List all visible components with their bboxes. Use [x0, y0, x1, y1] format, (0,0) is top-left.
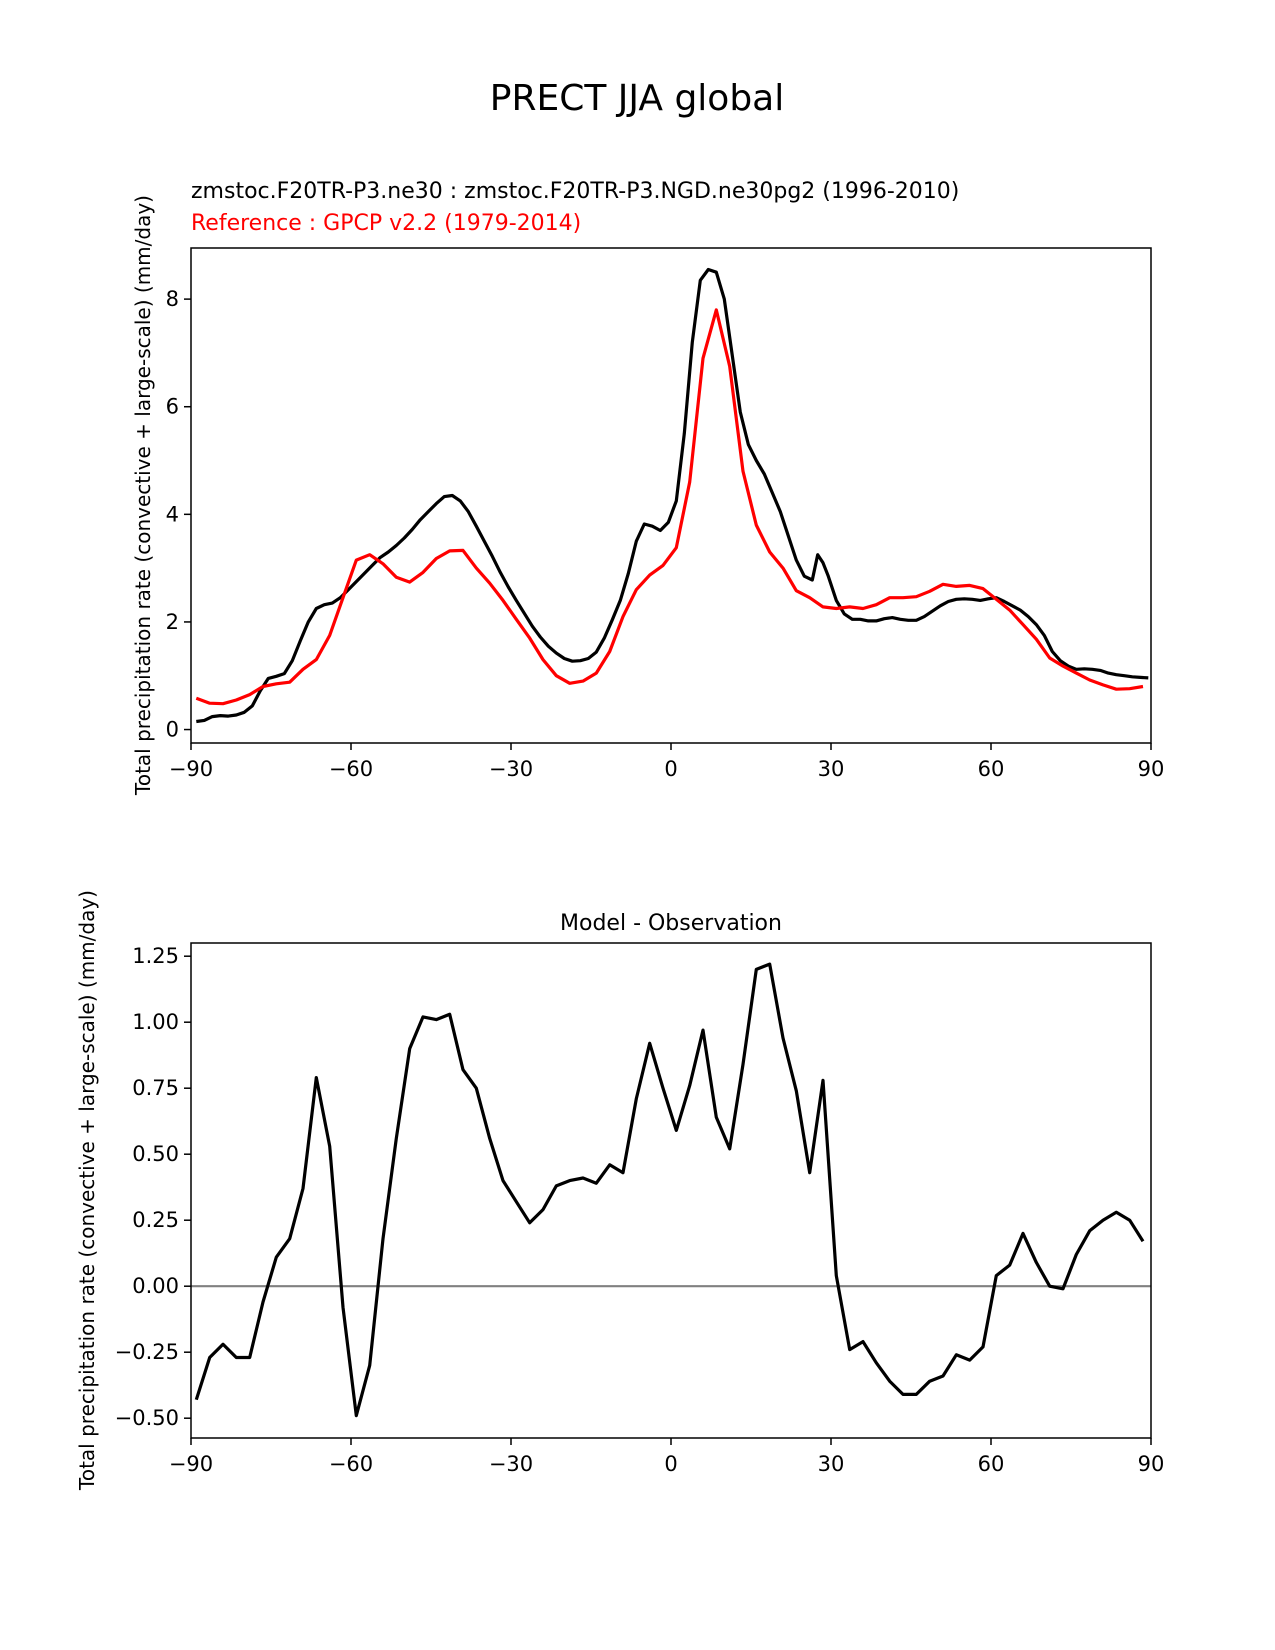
reference-title: Reference : GPCP v2.2 (1979-2014) — [191, 211, 581, 236]
y-tick-label: 0.00 — [132, 1274, 179, 1298]
figure-title: PRECT JJA global — [490, 78, 785, 119]
x-tick-label: −30 — [489, 757, 533, 781]
y-tick-label: 0.25 — [132, 1208, 179, 1232]
difference-title: Model - Observation — [560, 911, 782, 936]
x-tick-label: −90 — [169, 1452, 213, 1476]
x-tick-label: −30 — [489, 1452, 533, 1476]
axes: −90 −60 −30 0 30 60 90 0 2 4 6 8 — [166, 287, 1165, 781]
model-series-line — [194, 962, 1145, 1418]
x-tick-label: 30 — [818, 1452, 845, 1476]
axes: −90 −60 −30 0 30 60 90 −0.50 −0.25 0.00 0.25 0.50 0.… — [115, 944, 1165, 1476]
y-tick-label: 0.50 — [132, 1142, 179, 1166]
y-tick-label: 4 — [166, 502, 179, 526]
x-tick-label: 60 — [978, 757, 1005, 781]
y-tick-label: 2 — [166, 610, 179, 634]
x-tick-label: −60 — [329, 757, 373, 781]
x-tick-label: 0 — [664, 1452, 677, 1476]
x-tick-label: 90 — [1138, 1452, 1165, 1476]
x-tick-label: 90 — [1138, 757, 1165, 781]
plot-frame — [190, 942, 1152, 1439]
reference-series-line — [195, 308, 1144, 706]
y-tick-label: 0 — [166, 718, 179, 742]
y-tick-label: 0.75 — [132, 1076, 179, 1100]
plot-lines — [191, 962, 1151, 1418]
y-tick-label: −0.25 — [115, 1340, 179, 1364]
y-tick-label: 1.25 — [132, 944, 179, 968]
x-tick-label: 30 — [818, 757, 845, 781]
difference-plot: Model - Observation Total precipitation … — [75, 890, 1164, 1491]
x-tick-label: 60 — [978, 1452, 1005, 1476]
model-series-line — [196, 267, 1149, 724]
model-title: zmstoc.F20TR-P3.ne30 : zmstoc.F20TR-P3.N… — [191, 179, 959, 204]
y-axis-label: Total precipitation rate (convective + l… — [131, 195, 155, 796]
y-axis-label: Total precipitation rate (convective + l… — [75, 890, 99, 1491]
y-tick-label: 1.00 — [132, 1010, 179, 1034]
y-tick-label: 8 — [166, 287, 179, 311]
y-tick-label: 6 — [166, 395, 179, 419]
x-tick-label: −60 — [329, 1452, 373, 1476]
y-tick-label: −0.50 — [115, 1406, 179, 1430]
plot-frame — [190, 247, 1152, 744]
x-tick-label: −90 — [169, 757, 213, 781]
plot-lines — [195, 267, 1149, 724]
precipitation-plot: zmstoc.F20TR-P3.ne30 : zmstoc.F20TR-P3.N… — [131, 179, 1164, 796]
x-tick-label: 0 — [664, 757, 677, 781]
